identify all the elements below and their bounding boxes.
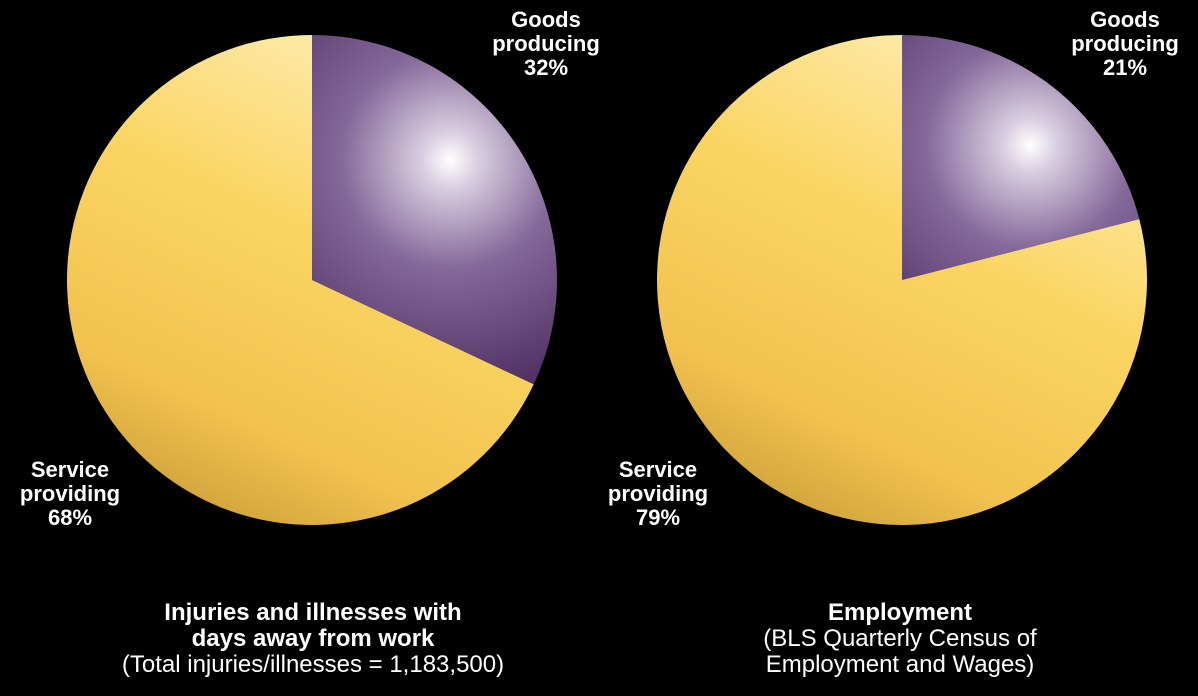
pie1-title: Injuries and illnesses with days away fr… xyxy=(93,600,533,678)
pie1-goods-label: Goods producing 32% xyxy=(492,7,600,80)
pie1-slice-goods xyxy=(312,35,557,385)
pie1-title-line1: Injuries and illnesses with xyxy=(164,599,462,626)
pie2-subtitle-line2: Employment and Wages) xyxy=(765,651,1035,678)
pie2-slice-goods xyxy=(902,35,1140,280)
pie2-goods-label: Goods producing 21% xyxy=(1071,7,1179,80)
pie2-service-label: Service providing 79% xyxy=(607,457,709,530)
pie1-slice-service xyxy=(66,35,534,525)
pie2-title-line1: Employment xyxy=(827,599,973,626)
pie2-slice-service xyxy=(656,35,1147,525)
pie1-service-label: Service providing 68% xyxy=(19,457,121,530)
pie1-subtitle: (Total injuries/illnesses = 1,183,500) xyxy=(121,651,505,678)
pie2-title: Employment (BLS Quarterly Census of Empl… xyxy=(700,600,1100,678)
pie1-title-line2: days away from work xyxy=(191,625,435,652)
pie2-subtitle-line1: (BLS Quarterly Census of xyxy=(763,625,1037,652)
